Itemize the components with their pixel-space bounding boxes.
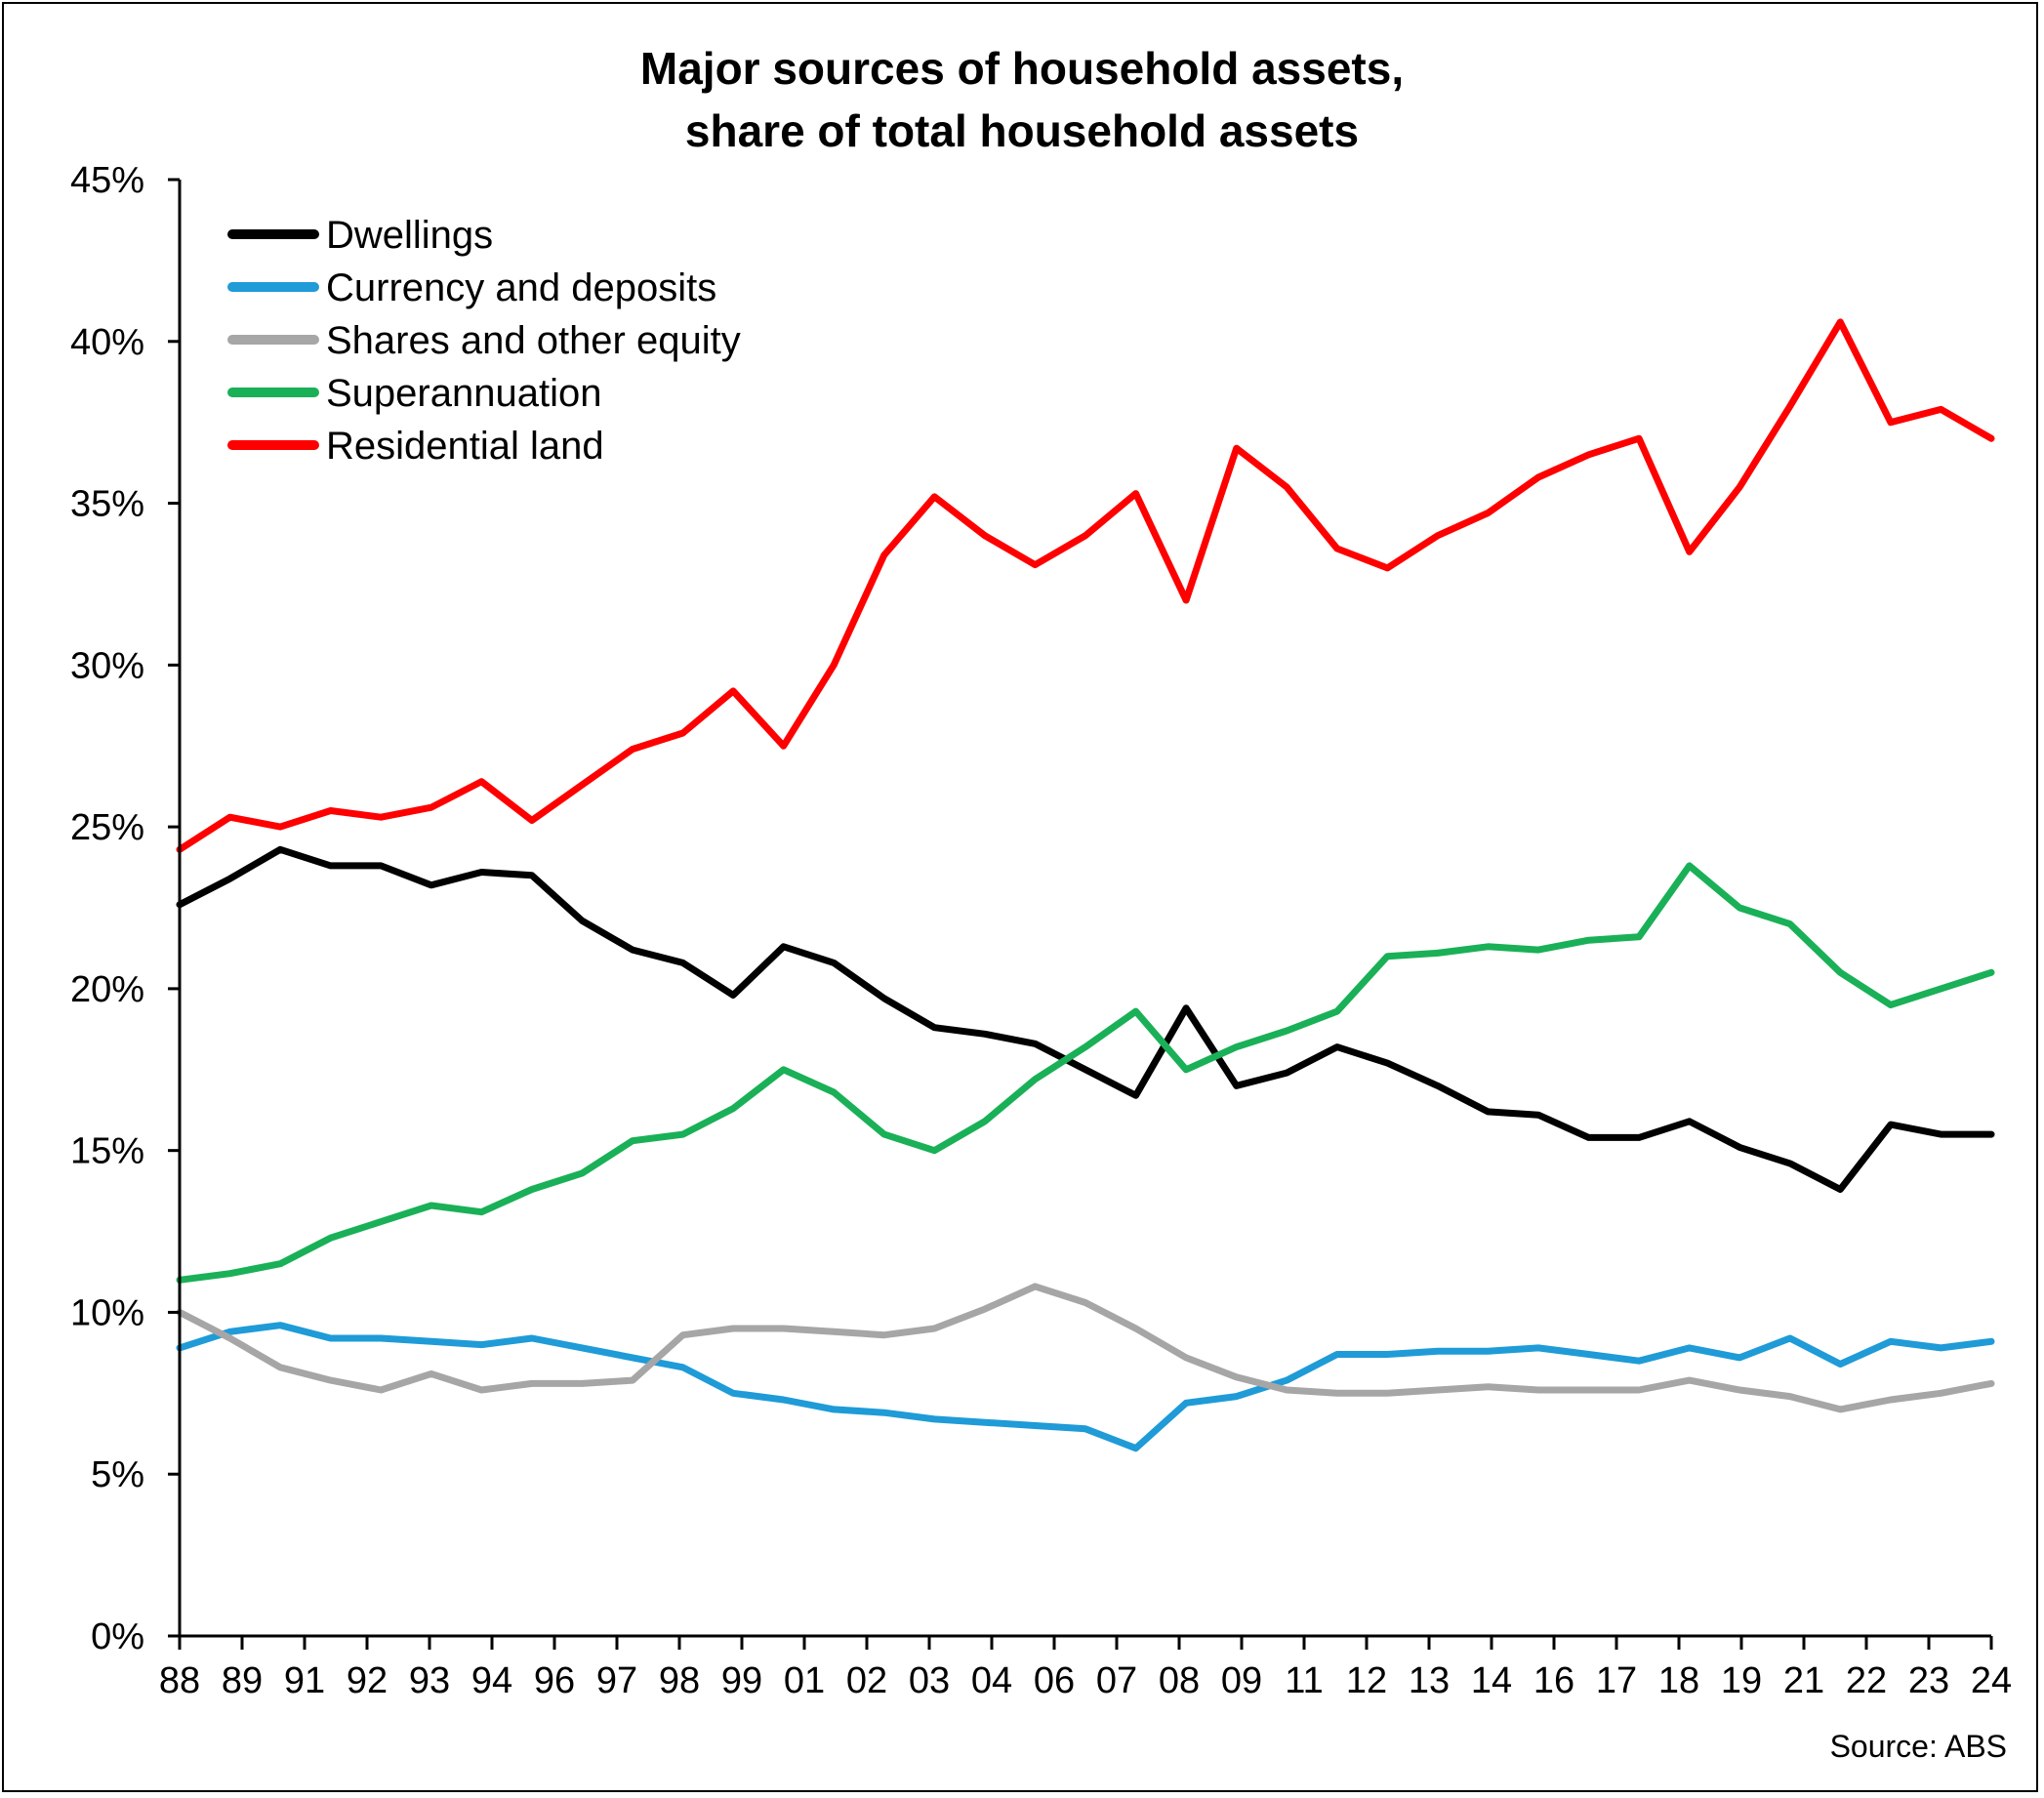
series-line-shares-and-other-equity bbox=[176, 1283, 1995, 1413]
y-ticks: 0% 5% 10% 15% 20% 25% 30% 35% 40% 45% bbox=[70, 160, 180, 1657]
x-tick-label: 06 bbox=[1034, 1660, 1075, 1701]
x-tick-label: 97 bbox=[596, 1660, 637, 1701]
x-tick-label: 04 bbox=[971, 1660, 1012, 1701]
chart-title-line1: Major sources of household assets, bbox=[640, 43, 1404, 94]
x-tick-label: 12 bbox=[1346, 1660, 1387, 1701]
y-tick-label: 45% bbox=[70, 160, 144, 201]
x-tick-label: 94 bbox=[471, 1660, 512, 1701]
x-tick-label: 99 bbox=[721, 1660, 762, 1701]
legend-label: Superannuation bbox=[326, 372, 601, 415]
y-tick-label: 20% bbox=[70, 969, 144, 1010]
y-tick-label: 35% bbox=[70, 484, 144, 525]
x-tick-label: 88 bbox=[159, 1660, 200, 1701]
legend-label: Residential land bbox=[326, 425, 604, 468]
series-line-residential-land bbox=[176, 318, 1995, 853]
x-tick-label: 24 bbox=[1971, 1660, 2012, 1701]
y-tick-label: 15% bbox=[70, 1131, 144, 1172]
source-note: Source: ABS bbox=[1830, 1729, 2007, 1764]
x-tick-label: 93 bbox=[409, 1660, 450, 1701]
x-tick-label: 89 bbox=[222, 1660, 263, 1701]
x-tick-label: 08 bbox=[1159, 1660, 1200, 1701]
x-tick-label: 17 bbox=[1596, 1660, 1637, 1701]
x-ticks: 88 89 91 92 93 94 96 97 98 99 01 02 03 04 06 07 08 09 11 12… bbox=[159, 1636, 2012, 1701]
x-tick-label: 11 bbox=[1285, 1660, 1323, 1701]
x-tick-label: 18 bbox=[1658, 1660, 1699, 1701]
x-tick-label: 23 bbox=[1908, 1660, 1949, 1701]
x-tick-label: 16 bbox=[1533, 1660, 1574, 1701]
series-line-dwellings bbox=[176, 845, 1995, 1193]
x-tick-label: 91 bbox=[284, 1660, 325, 1701]
x-tick-label: 03 bbox=[909, 1660, 950, 1701]
y-tick-label: 25% bbox=[70, 807, 144, 848]
chart-title-line2: share of total household assets bbox=[685, 105, 1359, 156]
x-tick-label: 01 bbox=[784, 1660, 825, 1701]
series-line-superannuation bbox=[176, 862, 1995, 1284]
x-tick-label: 22 bbox=[1846, 1660, 1887, 1701]
x-tick-label: 19 bbox=[1721, 1660, 1762, 1701]
series-layer bbox=[176, 318, 1995, 1452]
legend: Dwellings Currency and deposits Shares and… bbox=[227, 214, 741, 468]
x-tick-label: 13 bbox=[1409, 1660, 1450, 1701]
legend-label: Currency and deposits bbox=[326, 266, 716, 309]
y-tick-label: 0% bbox=[91, 1616, 144, 1657]
series-line-currency-and-deposits bbox=[176, 1322, 1995, 1452]
y-tick-label: 5% bbox=[91, 1454, 144, 1495]
x-tick-label: 14 bbox=[1471, 1660, 1512, 1701]
legend-label: Shares and other equity bbox=[326, 319, 741, 362]
x-tick-label: 02 bbox=[846, 1660, 887, 1701]
x-tick-label: 96 bbox=[534, 1660, 575, 1701]
legend-label: Dwellings bbox=[326, 214, 493, 257]
x-tick-label: 21 bbox=[1783, 1660, 1824, 1701]
y-tick-label: 40% bbox=[70, 322, 144, 363]
x-tick-label: 09 bbox=[1221, 1660, 1262, 1701]
y-tick-label: 10% bbox=[70, 1292, 144, 1333]
x-tick-label: 98 bbox=[659, 1660, 700, 1701]
x-tick-label: 92 bbox=[347, 1660, 388, 1701]
y-tick-label: 30% bbox=[70, 645, 144, 686]
x-tick-label: 07 bbox=[1096, 1660, 1137, 1701]
